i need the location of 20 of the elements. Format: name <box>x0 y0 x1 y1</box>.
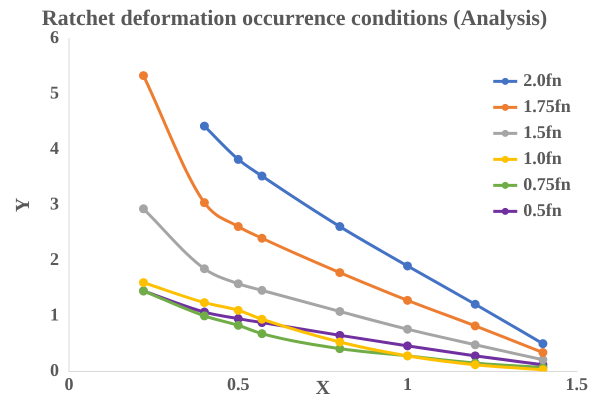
legend-label: 0.5fn <box>523 200 562 220</box>
legend-label: 1.0fn <box>523 148 562 168</box>
x-tick-label: 0 <box>64 374 74 394</box>
legend-label: 0.75fn <box>523 174 571 194</box>
y-tick-label: 5 <box>50 82 59 103</box>
x-axis-title: X <box>316 377 331 400</box>
y-tick-label: 3 <box>50 194 59 214</box>
y-tick-label: 0 <box>50 360 59 380</box>
x-tick-label: 0.5 <box>227 374 250 394</box>
legend-label: 1.75fn <box>523 96 571 116</box>
y-axis-title: Y <box>12 197 34 212</box>
x-tick-label: 1.5 <box>566 374 588 394</box>
y-tick-label: 6 <box>50 27 59 48</box>
legend-label: 2.0fn <box>523 70 562 90</box>
x-tick-label: 1 <box>403 374 412 394</box>
y-tick-label: 2 <box>50 249 59 270</box>
y-tick-label: 1 <box>50 304 59 325</box>
chart-title: Ratchet deformation occurrence conditions (Analysis) <box>42 4 548 30</box>
legend-label: 1.5fn <box>523 122 562 142</box>
y-tick-label: 4 <box>50 138 59 158</box>
